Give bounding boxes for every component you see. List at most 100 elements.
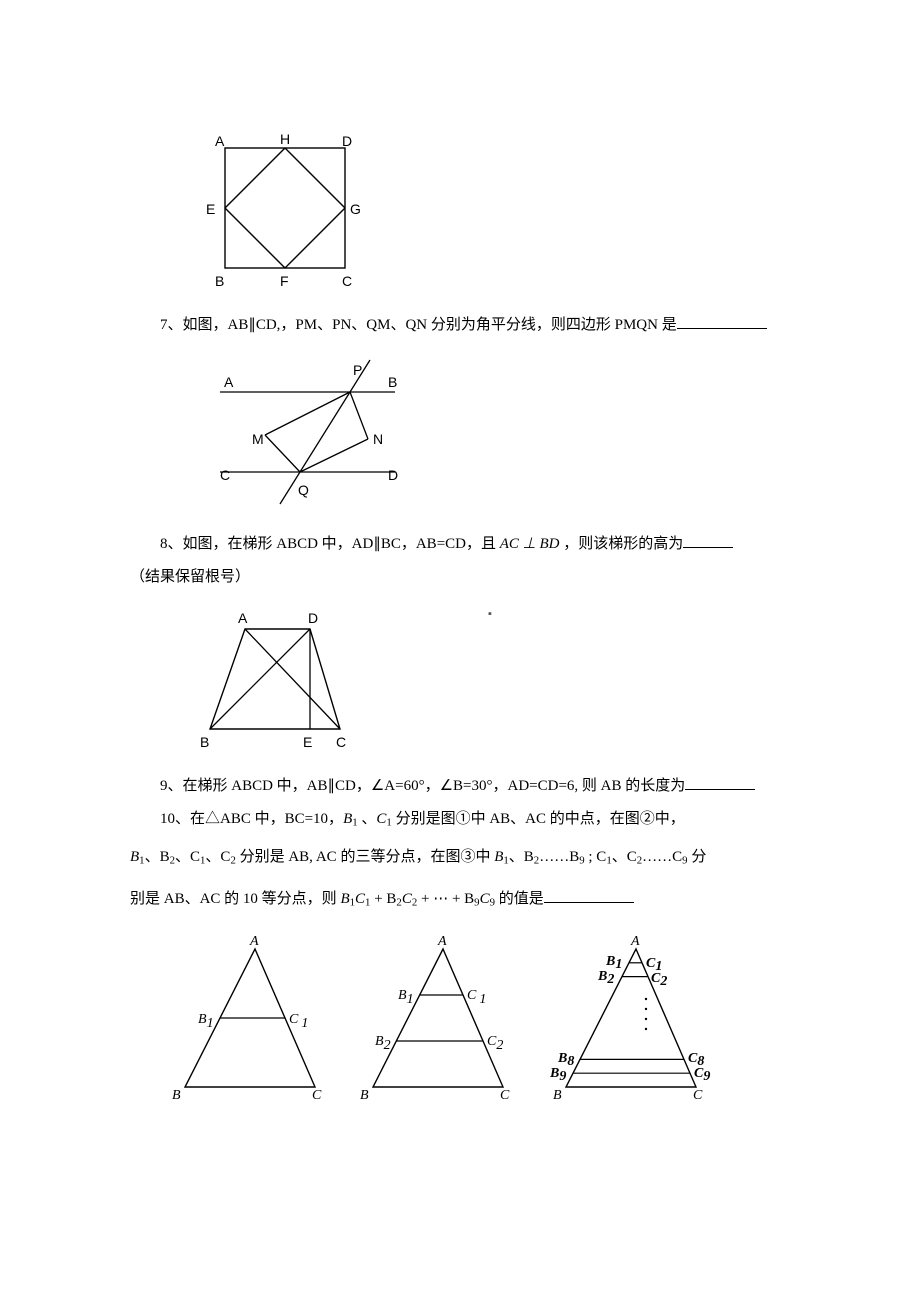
- lbl-F: F: [280, 273, 289, 289]
- f2-B1s: 1: [407, 992, 414, 1007]
- f2-B: B: [360, 1088, 369, 1103]
- q10-l2h: ……C: [642, 849, 682, 865]
- figure-6: A H D E G B F C: [190, 128, 790, 298]
- q10-l3c2a: C: [402, 891, 412, 907]
- svg-text:C1: C1: [289, 1012, 308, 1031]
- lbl-E: E: [206, 201, 215, 217]
- svg-text:B8: B8: [557, 1051, 574, 1069]
- q10-l3a: 别是 AB、AC 的 10 等分点，则: [130, 891, 340, 907]
- q8-a: 8、如图，在梯形 ABCD 中，AD∥BC，AB=CD，且: [160, 536, 500, 552]
- q10-l3c: C: [355, 891, 365, 907]
- f3-B8s: 8: [567, 1054, 574, 1069]
- f2-C1: C: [467, 988, 477, 1003]
- svg-text:B1: B1: [198, 1012, 214, 1031]
- svg-text:B1: B1: [398, 988, 414, 1007]
- figure-7: A B C D P Q M N: [190, 347, 790, 517]
- svg-text:C2: C2: [651, 971, 667, 989]
- lbl8-A: A: [238, 610, 248, 626]
- q10-p1: 10、在△ABC 中，BC=10，: [160, 811, 343, 827]
- fig10-2: A B C B1 C1 B2 C2: [348, 927, 528, 1107]
- f1-A: A: [249, 934, 259, 949]
- lbl7-P: P: [353, 362, 362, 378]
- q10-l2c: B: [494, 849, 503, 865]
- q10-m1: 、: [358, 811, 377, 827]
- f1-C1s: 1: [301, 1016, 308, 1031]
- f3-B: B: [553, 1088, 562, 1103]
- f3-B8: B: [557, 1051, 567, 1066]
- f3-B2s: 2: [606, 972, 614, 987]
- lbl8-E: E: [303, 734, 312, 750]
- q9-blank: [685, 774, 755, 790]
- lbl-C: C: [342, 273, 352, 289]
- q10-line3: 别是 AB、AC 的 10 等分点，则 B1C1 + B2C2 + ⋯ + B9…: [130, 881, 790, 917]
- lbl-B: B: [215, 273, 224, 289]
- q10-line1: 10、在△ABC 中，BC=10，B1 、C1 分别是图①中 AB、AC 的中点…: [130, 806, 790, 833]
- figure-10-row: A B C B1 C1 A B C B1 C1 B2 C2: [160, 927, 790, 1107]
- q10-c1: C: [376, 811, 386, 827]
- lbl7-C: C: [220, 467, 230, 483]
- q8-math: AC ⊥ BD: [500, 536, 560, 552]
- q10-l3b: B: [340, 891, 349, 907]
- q10-l2i: 分: [688, 849, 707, 865]
- q9-text: 9、在梯形 ABCD 中，AB∥CD，∠A=60°，∠B=30°，AD=CD=6…: [130, 773, 790, 800]
- q7-blank: [677, 313, 767, 329]
- q7-body: 7、如图，AB∥CD,，PM、PN、QM、QN 分别为角平分线，则四边形 PMQ…: [160, 317, 677, 333]
- lbl7-D: D: [388, 467, 398, 483]
- f1-C1: C: [289, 1012, 299, 1027]
- q8-text: 8、如图，在梯形 ABCD 中，AD∥BC，AB=CD，且 AC ⊥ BD ，则…: [130, 531, 790, 558]
- q10-b1: B: [343, 811, 352, 827]
- svg-text:C9: C9: [694, 1066, 710, 1084]
- page: A H D E G B F C 7、如图，AB∥CD,，PM、PN、QM、QN …: [0, 0, 920, 1177]
- lbl8-D: D: [308, 610, 318, 626]
- q10-l3c9a: C: [480, 891, 490, 907]
- f2-B2s: 2: [384, 1038, 391, 1053]
- lbl7-B: B: [388, 374, 397, 390]
- figure-8: ▪ A D B E C: [190, 599, 790, 759]
- fig10-1: A B C B1 C1: [160, 927, 340, 1107]
- lbl-D: D: [342, 133, 352, 149]
- f3-B2: B: [597, 969, 607, 984]
- f3-B9: B: [549, 1066, 559, 1081]
- f2-C: C: [500, 1088, 510, 1103]
- svg-text:C1: C1: [467, 988, 486, 1007]
- lbl7-M: M: [252, 431, 264, 447]
- fig10-3: A B C B1 C1 B2 C2 B8 C8 B9 C9: [536, 927, 726, 1107]
- q10-l2c3: 、C: [205, 849, 230, 865]
- q10-l3p: + B: [370, 891, 396, 907]
- q10-l2e: ……B: [539, 849, 579, 865]
- q7-text: 7、如图，AB∥CD,，PM、PN、QM、QN 分别为角平分线，则四边形 PMQ…: [130, 312, 790, 339]
- q10-l2f: ; C: [585, 849, 607, 865]
- f1-B1s: 1: [207, 1016, 214, 1031]
- q10-l2b: 分别是 AB, AC 的三等分点，在图③中: [236, 849, 494, 865]
- page-marker: ▪: [488, 605, 492, 625]
- q8-blank: [683, 532, 733, 548]
- q10-blank: [544, 887, 634, 903]
- f3-A: A: [630, 934, 640, 949]
- svg-text:B9: B9: [549, 1066, 566, 1084]
- q10-l3p2: + ⋯ + B: [417, 891, 474, 907]
- svg-text:B1: B1: [605, 954, 622, 972]
- q8-b: ，则该梯形的高为: [559, 536, 683, 552]
- q10-l2d: 、B: [509, 849, 534, 865]
- lbl7-A: A: [224, 374, 234, 390]
- q8-c: （结果保留根号）: [130, 564, 790, 591]
- q10-l3cend: 的值是: [495, 891, 544, 907]
- lbl8-C: C: [336, 734, 346, 750]
- q10-l2g: 、C: [612, 849, 637, 865]
- lbl-A: A: [215, 133, 225, 149]
- f2-A: A: [437, 934, 447, 949]
- svg-text:C2: C2: [487, 1034, 503, 1053]
- q10-l2c1: 、B: [145, 849, 170, 865]
- q10-line2: B1、B2、C1、C2 分别是 AB, AC 的三等分点，在图③中 B1、B2……: [130, 839, 790, 875]
- f3-C9s: 9: [703, 1069, 710, 1084]
- f2-C1s: 1: [479, 992, 486, 1007]
- q10-l2c2: 、C: [175, 849, 200, 865]
- lbl8-B: B: [200, 734, 209, 750]
- svg-text:B2: B2: [375, 1034, 391, 1053]
- f3-B9s: 9: [559, 1069, 566, 1084]
- f3-C2s: 2: [659, 974, 667, 989]
- f2-C2s: 2: [496, 1038, 503, 1053]
- f3-C: C: [693, 1088, 703, 1103]
- lbl7-N: N: [373, 431, 383, 447]
- f3-B1: B: [605, 954, 615, 969]
